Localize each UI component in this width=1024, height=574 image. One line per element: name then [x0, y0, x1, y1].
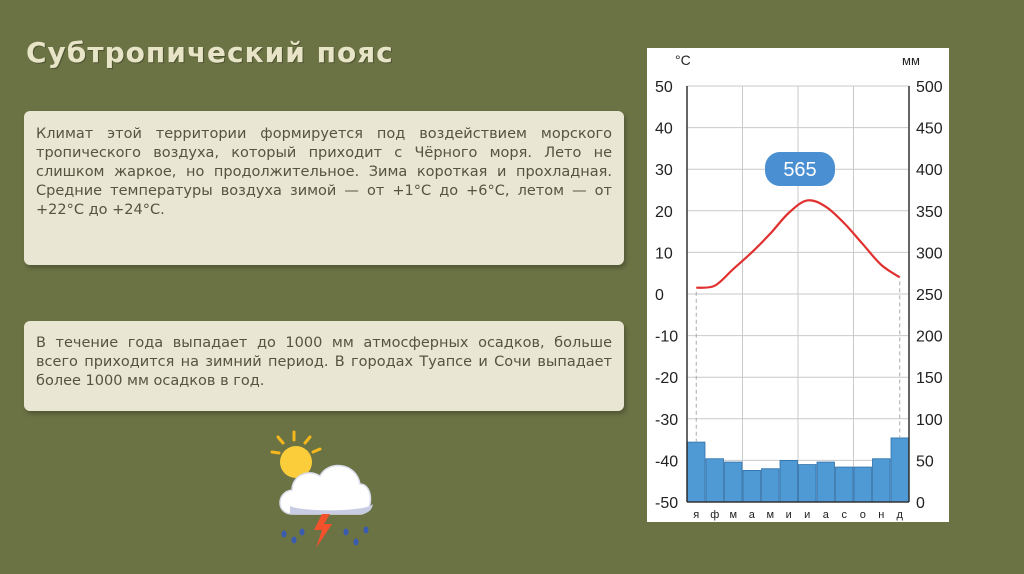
left-tick-label: 30	[655, 162, 673, 179]
precipitation-bar	[724, 461, 743, 503]
page-title: Субтропический пояс	[26, 36, 394, 69]
right-tick-label: 450	[916, 121, 943, 138]
precipitation-bar	[853, 466, 872, 503]
precipitation-description-card: В течение года выпадает до 1000 мм атмос…	[24, 321, 624, 411]
precipitation-bar	[705, 458, 724, 503]
precipitation-bar	[816, 461, 835, 503]
month-label: о	[860, 509, 866, 521]
month-label: и	[804, 509, 810, 521]
right-tick-label: 100	[916, 412, 943, 429]
month-label: м	[729, 509, 737, 521]
right-tick-label: 300	[916, 245, 943, 262]
month-label: н	[878, 509, 884, 521]
climate-description-card: Климат этой территории формируется под в…	[24, 111, 624, 265]
left-tick-label: -10	[655, 329, 678, 346]
month-label: д	[897, 509, 904, 521]
month-label: с	[842, 509, 848, 521]
left-tick-label: -30	[655, 412, 678, 429]
precipitation-bar	[890, 437, 909, 503]
right-tick-label: 150	[916, 370, 943, 387]
right-axis-unit: мм	[902, 53, 920, 68]
climate-description-text: Климат этой территории формируется под в…	[36, 126, 612, 218]
month-label: ф	[710, 509, 719, 521]
precipitation-bar	[872, 458, 891, 503]
precipitation-bar	[835, 466, 854, 503]
left-tick-label: 0	[655, 287, 664, 304]
annual-precipitation-badge	[765, 152, 835, 186]
left-tick-label: 10	[655, 245, 673, 262]
right-tick-label: 500	[916, 79, 943, 96]
left-axis-unit: °С	[675, 52, 691, 68]
month-label: а	[749, 509, 756, 521]
climate-chart: 565 50 40 30 20 10 0 -10 -20 -30 -40 -50 500 450 400 3…	[647, 48, 949, 522]
right-tick-label: 250	[916, 287, 943, 304]
month-label: и	[786, 509, 792, 521]
left-tick-label: 40	[655, 121, 673, 138]
left-tick-label: -20	[655, 370, 678, 387]
right-tick-label: 350	[916, 204, 943, 221]
left-tick-label: -50	[655, 495, 678, 512]
precipitation-description-text: В течение года выпадает до 1000 мм атмос…	[36, 335, 612, 389]
precipitation-bar	[761, 468, 780, 503]
climate-chart-svg: 565 50403020100-10-20-30-40-505004504003…	[655, 52, 943, 521]
right-tick-label: 400	[916, 162, 943, 179]
sun-cloud-lightning-rain-icon	[268, 430, 378, 555]
precipitation-bar	[798, 464, 817, 503]
month-label: а	[823, 509, 830, 521]
month-label: м	[766, 509, 774, 521]
left-tick-label: 20	[655, 204, 673, 221]
right-tick-label: 0	[916, 495, 925, 512]
precipitation-bar	[742, 469, 761, 503]
right-tick-label: 50	[916, 453, 934, 470]
left-tick-label: -40	[655, 453, 678, 470]
left-tick-label: 50	[655, 79, 673, 96]
right-tick-label: 200	[916, 329, 943, 346]
precipitation-bar	[779, 459, 798, 503]
temperature-line	[696, 199, 901, 289]
month-label: я	[693, 509, 699, 521]
annual-precipitation-value: 565	[783, 159, 816, 181]
precipitation-bar	[687, 441, 706, 503]
